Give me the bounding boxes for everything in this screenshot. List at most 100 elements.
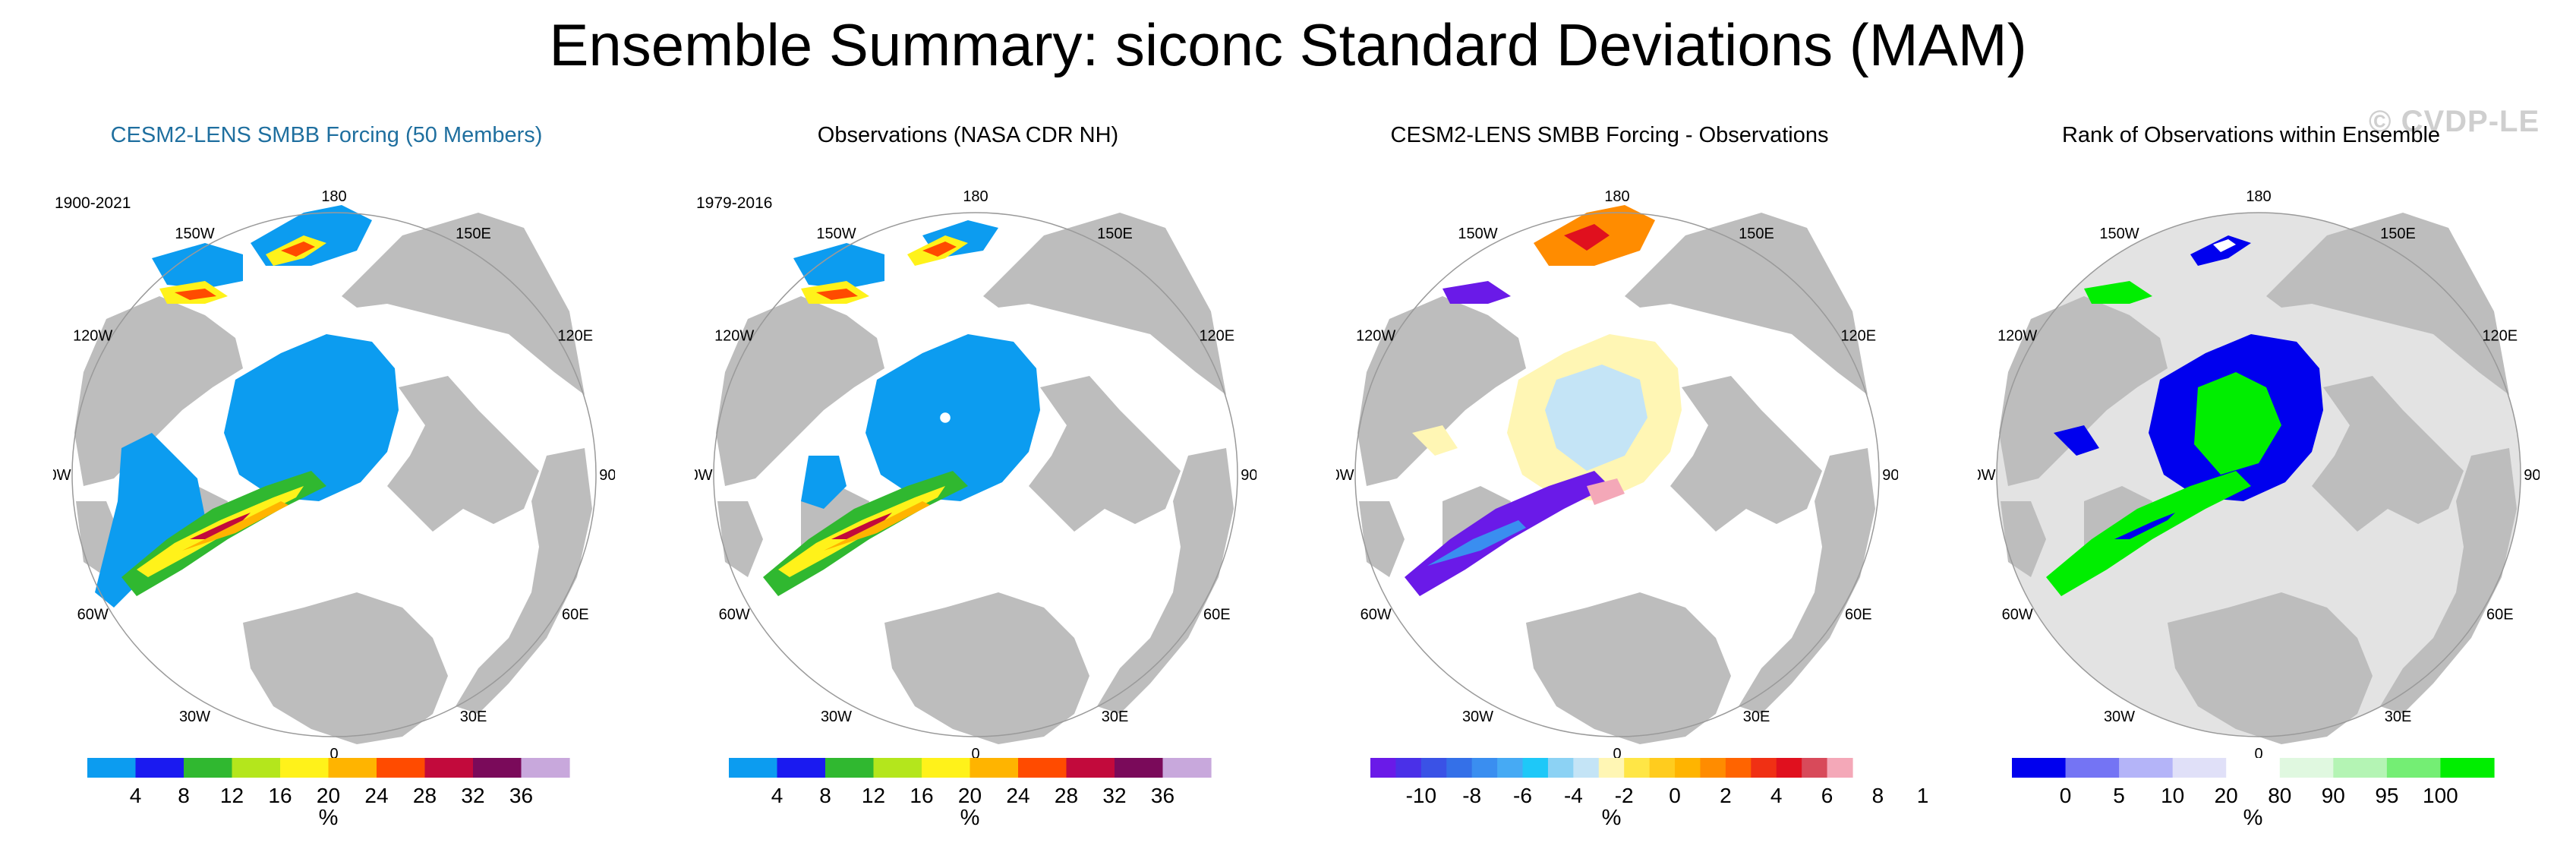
longitude-label: 30E [1743, 709, 1770, 725]
colorbar-tick-label: 10 [2161, 784, 2184, 807]
land-mass [1357, 296, 1526, 486]
land-mass [243, 592, 448, 744]
longitude-label: 0 [329, 746, 338, 762]
colorbar-swatch [1776, 758, 1802, 778]
colorbar-tick-label: 8 [819, 784, 831, 807]
longitude-label: 0 [971, 746, 979, 762]
land-mass [2380, 448, 2517, 714]
longitude-label: 0 [2254, 746, 2262, 762]
rank-band [2114, 513, 2175, 539]
longitude-label: 60E [2486, 607, 2514, 623]
difference-band [1427, 520, 1526, 566]
colorbar-tick-label: -2 [1615, 784, 1634, 807]
ice-variability-area [152, 243, 243, 289]
colorbar: -10 -8 -6 -4 -2 0 2 4 6 8 10% [1370, 758, 1928, 830]
map-border [1996, 212, 2521, 737]
longitude-label: 150W [1458, 226, 1497, 242]
longitude-label: 90W [1336, 467, 1354, 484]
longitude-label: 150W [816, 226, 856, 242]
panel-title: Rank of Observations within Ensemble [2061, 123, 2441, 147]
colorbar-tick-label: -8 [1462, 784, 1481, 807]
longitude-label: 120E [1199, 328, 1234, 345]
map-border [1354, 212, 1880, 737]
watermark: © CVDP-LE [2369, 105, 2540, 138]
longitude-label: 90E [599, 467, 615, 484]
colorbar-tick-label: 4 [1770, 784, 1783, 807]
colorbar-swatch [1675, 758, 1701, 778]
colorbar-swatch [1598, 758, 1625, 778]
colorbar-swatch [1115, 758, 1164, 778]
ice-variability-area [224, 334, 399, 501]
colorbar-units: % [1602, 806, 1622, 830]
panel-rank: Rank of Observations within Ensemble 180… [1932, 114, 2570, 835]
colorbar-swatch [521, 758, 570, 778]
difference-band [1564, 224, 1610, 251]
land-mass [1625, 213, 1868, 395]
longitude-label: 150E [1097, 226, 1133, 242]
colorbar: 0 5 10 20 80 90 95 100% [2012, 758, 2495, 830]
longitude-label: 30W [179, 709, 210, 725]
land-mass [983, 213, 1226, 395]
rank-band [2213, 239, 2236, 252]
longitude-label: 150W [2099, 226, 2139, 242]
land-mass [1097, 448, 1234, 714]
ice-variability-area [95, 433, 205, 608]
longitude-label: 60W [719, 607, 750, 623]
longitude-label: 150W [175, 226, 214, 242]
longitude-label: 180 [963, 188, 988, 205]
land-mass [2312, 376, 2464, 532]
colorbar-swatch [1522, 758, 1549, 778]
panel-difference: CESM2-LENS SMBB Forcing - Observations 1… [1291, 114, 1928, 835]
colorbar-swatch [1725, 758, 1751, 778]
longitude-label: 120W [714, 328, 754, 345]
longitude-label: 60W [1361, 607, 1392, 623]
main-title: Ensemble Summary: siconc Standard Deviat… [549, 11, 2027, 78]
longitude-label: 150E [456, 226, 491, 242]
colorbar: 4 8 12 16 20 24 28 32 36% [87, 758, 570, 830]
longitude-label: 30E [2385, 709, 2412, 725]
colorbar: 4 8 12 16 20 24 28 32 36% [729, 758, 1212, 830]
colorbar-tick-label: 8 [178, 784, 190, 807]
colorbar-tick-label: 0 [1669, 784, 1681, 807]
land-mass [717, 501, 763, 577]
land-mass [716, 296, 884, 486]
ice-variability-band [831, 513, 892, 539]
ice-variability-area [801, 456, 847, 509]
colorbar-swatch [1624, 758, 1651, 778]
colorbar-tick-label: 28 [413, 784, 437, 807]
land-mass [2001, 501, 2046, 577]
colorbar-swatch [1547, 758, 1574, 778]
colorbar-swatch [1066, 758, 1115, 778]
land-mass [2168, 592, 2373, 744]
longitude-label: 120W [1997, 328, 2037, 345]
colorbar-tick-label: 32 [461, 784, 484, 807]
longitude-label: 120W [1356, 328, 1395, 345]
map-border [713, 212, 1238, 737]
colorbar-swatch [2119, 758, 2174, 778]
colorbar-tick-label: 6 [1821, 784, 1833, 807]
longitude-label: 90E [1882, 467, 1898, 484]
colorbar-tick-label: 24 [1006, 784, 1029, 807]
longitude-label: 90E [2524, 467, 2540, 484]
colorbar-tick-label: 24 [364, 784, 388, 807]
land-mass [1999, 296, 2168, 486]
rank-band [2084, 281, 2152, 304]
difference-band [1587, 478, 1625, 505]
panel-title: CESM2-LENS SMBB Forcing - Observations [1390, 123, 1829, 147]
ice-variability-band [182, 501, 288, 551]
colorbar-tick-label: 90 [2322, 784, 2345, 807]
panel-observations: Observations (NASA CDR NH) 1979-2016 180… [649, 114, 1287, 835]
colorbar-swatch [1751, 758, 1777, 778]
difference-area [1412, 425, 1458, 456]
colorbar-swatch [1649, 758, 1676, 778]
colorbar-swatch [2279, 758, 2334, 778]
period-label: 1900-2021 [55, 194, 131, 212]
ice-variability-band [281, 241, 315, 257]
longitude-label: 60W [77, 607, 109, 623]
colorbar-tick-label: 36 [509, 784, 533, 807]
longitude-label: 120E [2482, 328, 2518, 345]
longitude-label: 120E [557, 328, 593, 345]
map-plot: 180 150E 120E 90E 60E 30E 0 30W 60W 90W 120W 150W [1336, 188, 1898, 762]
longitude-label: 120W [73, 328, 112, 345]
longitude-label: 60W [2002, 607, 2033, 623]
